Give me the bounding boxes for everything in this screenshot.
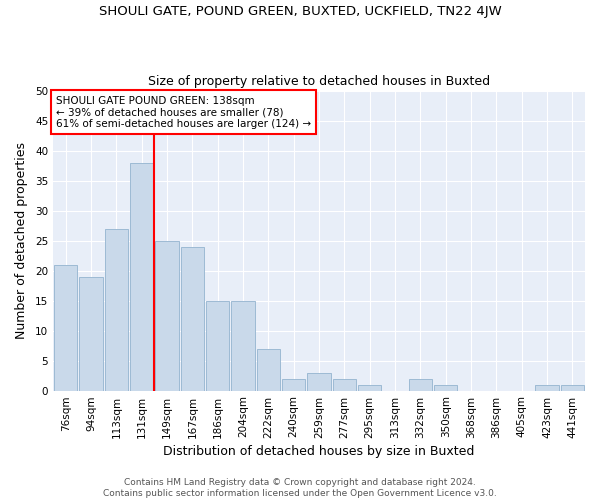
- Bar: [434, 384, 457, 390]
- Bar: [181, 247, 204, 390]
- X-axis label: Distribution of detached houses by size in Buxted: Distribution of detached houses by size …: [163, 444, 475, 458]
- Title: Size of property relative to detached houses in Buxted: Size of property relative to detached ho…: [148, 76, 490, 88]
- Bar: [535, 384, 559, 390]
- Bar: [105, 229, 128, 390]
- Bar: [155, 241, 179, 390]
- Bar: [206, 300, 229, 390]
- Text: SHOULI GATE POUND GREEN: 138sqm
← 39% of detached houses are smaller (78)
61% of: SHOULI GATE POUND GREEN: 138sqm ← 39% of…: [56, 96, 311, 128]
- Bar: [409, 378, 432, 390]
- Y-axis label: Number of detached properties: Number of detached properties: [15, 142, 28, 340]
- Bar: [232, 300, 254, 390]
- Bar: [130, 163, 154, 390]
- Bar: [54, 265, 77, 390]
- Text: SHOULI GATE, POUND GREEN, BUXTED, UCKFIELD, TN22 4JW: SHOULI GATE, POUND GREEN, BUXTED, UCKFIE…: [98, 5, 502, 18]
- Bar: [282, 378, 305, 390]
- Bar: [358, 384, 382, 390]
- Text: Contains HM Land Registry data © Crown copyright and database right 2024.
Contai: Contains HM Land Registry data © Crown c…: [103, 478, 497, 498]
- Bar: [307, 372, 331, 390]
- Bar: [333, 378, 356, 390]
- Bar: [257, 348, 280, 391]
- Bar: [79, 277, 103, 390]
- Bar: [560, 384, 584, 390]
